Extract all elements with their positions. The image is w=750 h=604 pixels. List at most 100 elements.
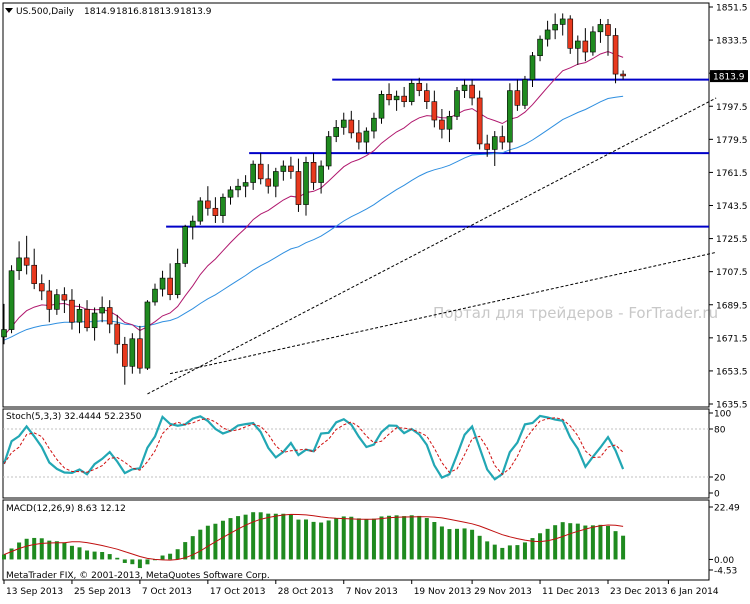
macd-bar [92, 551, 97, 560]
candle-body [484, 143, 491, 150]
macd-label: MACD(12,26,9) 8.63 12.12 [6, 504, 126, 514]
price-tick-label: 1635.5 [716, 401, 748, 411]
macd-signal-line [3, 513, 624, 561]
candle-body [620, 73, 626, 77]
price-tick-label: 1833.5 [716, 37, 748, 47]
stoch-tick-label: 100 [714, 410, 731, 420]
current-price-tag: 1813.9 [710, 70, 748, 83]
candle-body [454, 90, 460, 117]
candle-body [514, 90, 521, 106]
price-axis: 1851.51833.51815.51797.51779.51761.51743… [709, 4, 748, 411]
candle-body [182, 226, 188, 264]
candle-body [1, 329, 7, 338]
macd-bar [9, 548, 14, 560]
watermark: Портал для трейдеров - ForTrader.ru [433, 304, 718, 322]
candle-body [159, 277, 166, 290]
macd-bar [477, 535, 482, 560]
macd-tick-label: -4.53 [714, 567, 737, 577]
candle-body [144, 301, 151, 369]
macd-bar [613, 531, 618, 560]
candle-body [54, 294, 60, 310]
candle-body [8, 270, 15, 330]
candle-body [597, 24, 604, 33]
candle-body [378, 94, 385, 119]
macd-bar [522, 542, 527, 560]
price-tick-label: 1851.5 [716, 4, 748, 14]
macd-bar [266, 513, 271, 560]
candle-body [393, 95, 400, 101]
macd-bar [281, 513, 286, 560]
time-tick-label: 25 Sep 2013 [74, 587, 131, 597]
price-tick-label: 1743.5 [716, 202, 748, 212]
trendline [169, 251, 717, 375]
macd-bar [379, 516, 384, 560]
price-tick-label: 1689.5 [716, 301, 748, 311]
candle-body [106, 307, 113, 325]
candle-body [272, 171, 279, 187]
candle-body [265, 178, 272, 187]
macd-bar [447, 529, 452, 560]
macd-axis: 22.49 0.00-4.53 [709, 504, 740, 577]
macd-bar [183, 542, 188, 560]
macd-bar [455, 528, 459, 560]
candle-body [189, 220, 196, 227]
ohlc-low: 1813.9 [148, 7, 180, 17]
candle-body [137, 338, 143, 369]
stoch-main-line [2, 414, 625, 481]
price-tick-label: 1725.5 [716, 235, 748, 245]
macd-bar [17, 542, 22, 560]
candle-body [220, 196, 226, 216]
candle-body [31, 264, 38, 284]
macd-bar [100, 552, 105, 560]
candle-body [205, 200, 211, 209]
ohlc-close: 1813.9 [180, 7, 212, 17]
macd-bar [409, 515, 414, 560]
macd-bar [432, 522, 437, 560]
macd-bar [621, 535, 626, 560]
macd-bar [371, 518, 376, 560]
candle-body [257, 163, 264, 180]
macd-bar [85, 550, 90, 560]
macd-bar [356, 518, 361, 560]
candle-body [76, 309, 83, 323]
stoch-signal-line [3, 417, 624, 475]
macd-bar [220, 520, 225, 560]
macd-bar [462, 528, 467, 560]
macd-bar [137, 559, 142, 569]
candle-body [446, 116, 453, 130]
macd-bar [107, 554, 112, 560]
candle-body [99, 307, 105, 314]
candle-body [242, 182, 249, 187]
candle-body [23, 257, 30, 266]
candle-body [590, 31, 596, 53]
stoch-tick-label: 80 [714, 426, 726, 436]
candle-body [288, 165, 294, 172]
candle-body [476, 97, 483, 145]
price-tick-label: 1653.5 [716, 367, 748, 377]
candle-body [469, 84, 475, 99]
candle-body [333, 127, 340, 137]
candle-body [16, 257, 22, 272]
macd-bar [568, 523, 573, 560]
candle-body [552, 24, 558, 31]
macd-bar [470, 529, 475, 560]
stoch-tick-label: 0 [714, 490, 720, 500]
collapse-triangle-icon[interactable] [5, 8, 13, 13]
macd-bar [500, 547, 505, 560]
time-tick-label: 11 Dec 2013 [542, 587, 600, 597]
candle-body [212, 207, 219, 216]
trendlines [147, 97, 717, 395]
macd-bar [439, 526, 444, 560]
macd-bar [583, 525, 588, 560]
candle-body [227, 189, 234, 198]
candle-body [318, 165, 324, 183]
macd-bar [145, 559, 150, 565]
macd-bar [553, 525, 558, 560]
macd-bar [243, 514, 248, 560]
stoch-axis: 100 80 20 0 [709, 410, 731, 500]
candle-body [567, 18, 574, 49]
current-price-tag-bg [710, 70, 748, 83]
trendline [147, 97, 717, 395]
macd-bar [24, 538, 29, 560]
candle-body [91, 312, 98, 329]
